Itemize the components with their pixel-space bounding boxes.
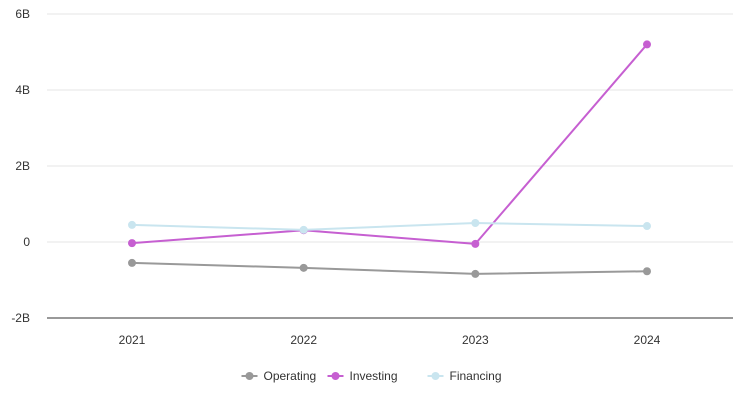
- legend-swatch-marker: [245, 372, 254, 380]
- legend-label: Financing: [450, 369, 502, 383]
- legend-label: Operating: [264, 369, 317, 383]
- data-point-investing[interactable]: [471, 239, 480, 248]
- legend-item-operating[interactable]: Operating: [241, 369, 317, 383]
- data-point-operating[interactable]: [299, 263, 308, 272]
- y-tick-label: -2B: [11, 311, 30, 325]
- data-point-operating[interactable]: [643, 267, 651, 276]
- data-point-operating[interactable]: [471, 269, 480, 278]
- series-investing: [128, 40, 651, 248]
- legend-item-financing[interactable]: Financing: [427, 369, 502, 383]
- legend-swatch-marker: [331, 372, 340, 380]
- x-tick-label: 2022: [290, 333, 317, 347]
- x-tick-label: 2023: [462, 333, 489, 347]
- data-point-financing[interactable]: [299, 225, 308, 234]
- y-tick-label: 2B: [15, 159, 30, 173]
- series-financing: [128, 219, 651, 234]
- data-point-financing[interactable]: [643, 222, 651, 231]
- data-point-financing[interactable]: [128, 220, 136, 229]
- data-point-operating[interactable]: [128, 258, 136, 267]
- y-tick-label: 4B: [15, 83, 30, 97]
- gridlines: [47, 13, 733, 319]
- legend-label: Investing: [350, 369, 398, 383]
- data-point-financing[interactable]: [471, 219, 480, 227]
- x-tick-label: 2024: [634, 333, 661, 347]
- data-point-investing[interactable]: [128, 239, 136, 248]
- series-line-investing: [131, 43, 648, 245]
- series-line-financing: [131, 222, 648, 231]
- series-group: [128, 40, 651, 278]
- legend-swatch-marker: [431, 372, 440, 380]
- legend-item-investing[interactable]: Investing: [327, 369, 398, 383]
- data-point-investing[interactable]: [643, 40, 651, 49]
- series-operating: [128, 258, 651, 278]
- y-tick-label: 6B: [15, 7, 30, 21]
- legend: Operating Investing Financing: [241, 369, 502, 383]
- x-tick-label: 2021: [119, 333, 146, 347]
- axes: -2B 0 2B 4B 6B 2021 2022 2023 2024: [11, 7, 660, 347]
- y-tick-label: 0: [23, 235, 30, 249]
- series-line-operating: [131, 261, 648, 275]
